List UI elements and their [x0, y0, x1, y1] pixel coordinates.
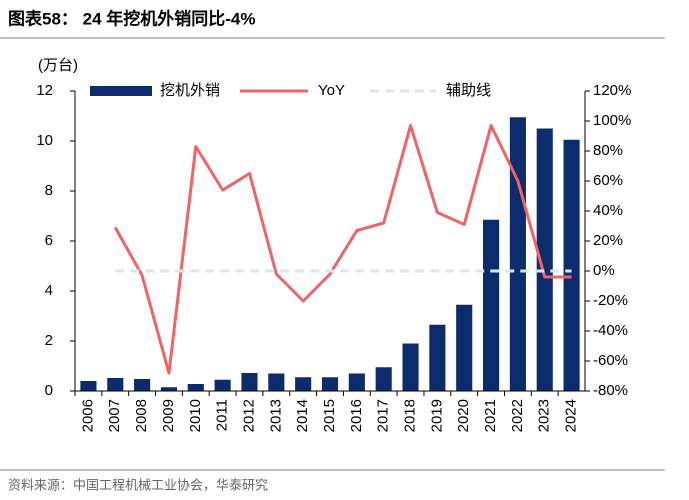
- x-tick-label: 2020: [455, 399, 472, 432]
- bar: [483, 219, 500, 391]
- bar: [134, 379, 151, 391]
- y2-tick-label: -20%: [593, 292, 628, 309]
- x-tick-label: 2010: [187, 399, 204, 432]
- y-tick-label: 8: [45, 182, 53, 199]
- line: [113, 124, 572, 375]
- bar: [80, 381, 97, 391]
- y2-tick-label: 80%: [593, 142, 623, 159]
- y-tick-label: 12: [36, 82, 53, 99]
- y-tick-label: 2: [45, 332, 53, 349]
- y2-tick-label: 0%: [593, 262, 615, 279]
- y-tick-label: 6: [45, 232, 53, 249]
- bar: [375, 367, 392, 391]
- bar: [563, 139, 580, 391]
- bar: [241, 373, 258, 391]
- bar: [536, 128, 553, 391]
- y2-tick-label: 120%: [593, 82, 631, 99]
- x-tick-label: 2016: [348, 399, 365, 432]
- x-tick-label: 2009: [160, 399, 177, 432]
- y2-tick-label: 20%: [593, 232, 623, 249]
- legend-swatch: [90, 86, 152, 96]
- x-tick-label: 2017: [375, 399, 392, 432]
- y2-tick-label: -60%: [593, 352, 628, 369]
- y2-tick-label: -40%: [593, 322, 628, 339]
- bar: [509, 117, 526, 391]
- legend: 挖机外销 YoY 辅助线: [90, 82, 491, 99]
- y2-tick-label: 60%: [593, 172, 623, 189]
- bar: [295, 377, 312, 391]
- legend-label: 挖机外销: [160, 82, 220, 99]
- chart-title: 图表58： 24 年挖机外销同比-4%: [8, 8, 256, 28]
- y-tick-label: 0: [45, 382, 53, 399]
- y-axis-label: (万台): [38, 57, 78, 74]
- bar: [348, 373, 365, 391]
- bar: [456, 304, 473, 391]
- bar: [429, 324, 446, 391]
- legend-label: YoY: [318, 82, 345, 99]
- source: 资料来源：中国工程机械工业协会，华泰研究: [8, 477, 268, 492]
- x-tick-label: 2008: [133, 399, 150, 432]
- x-tick-label: 2015: [321, 399, 338, 432]
- bar: [268, 373, 285, 391]
- bar: [107, 378, 124, 391]
- x-tick-label: 2011: [214, 399, 231, 431]
- y2-tick-label: -80%: [593, 382, 628, 399]
- y2-tick-label: 40%: [593, 202, 623, 219]
- y-tick-label: 4: [45, 282, 53, 299]
- x-tick-label: 2019: [428, 399, 445, 432]
- x-tick-label: 2012: [240, 399, 257, 432]
- x-tick-label: 2014: [294, 399, 311, 432]
- x-tick-label: 2021: [482, 399, 499, 432]
- x-tick-label: 2013: [267, 399, 284, 432]
- x-tick-label: 2023: [536, 399, 553, 432]
- x-tick-label: 2007: [106, 399, 123, 432]
- x-tick-label: 2024: [563, 399, 580, 432]
- bar: [321, 377, 339, 391]
- x-tick-label: 2022: [509, 399, 526, 432]
- bar: [214, 379, 231, 391]
- x-tick-label: 2006: [79, 399, 96, 432]
- bar: [187, 384, 204, 391]
- y2-tick-label: 100%: [593, 112, 631, 129]
- y-tick-label: 10: [36, 132, 53, 149]
- x-tick-label: 2018: [401, 399, 418, 432]
- legend-label: 辅助线: [446, 82, 491, 99]
- bar: [160, 387, 177, 391]
- bar: [402, 343, 419, 391]
